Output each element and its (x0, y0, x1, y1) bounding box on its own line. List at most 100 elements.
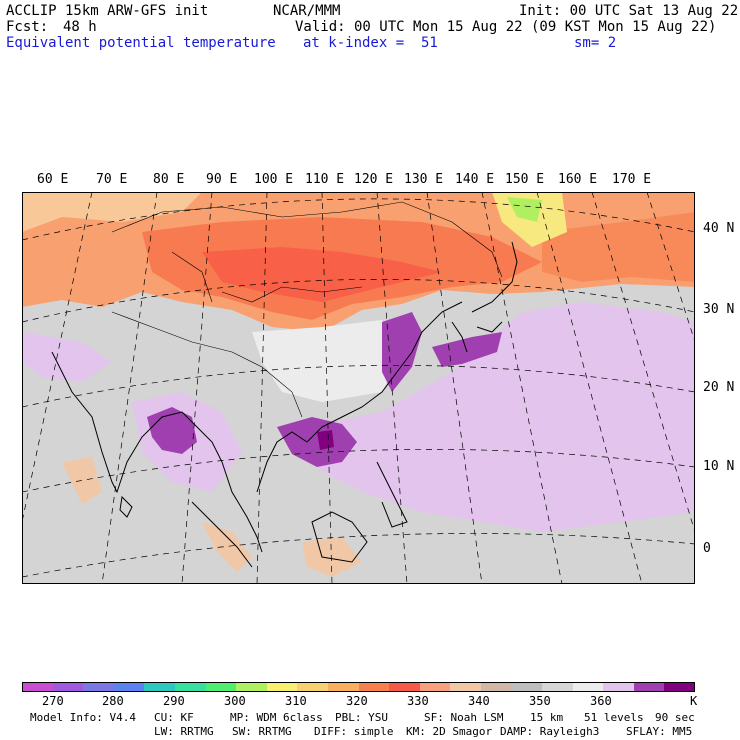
field-warm-sumatra (202, 522, 252, 572)
field-mid-east (542, 212, 695, 282)
model-info-timestep: 90 sec (655, 711, 695, 724)
field-green-ne (507, 197, 542, 222)
colorbar-label: 300 (224, 694, 246, 708)
field-pale-north (22, 192, 202, 232)
coastline-korea-japan (451, 241, 518, 353)
model-info-mp: MP: WDM 6class (230, 711, 323, 724)
colorbar-label: 360 (590, 694, 612, 708)
colorbar-swatch (144, 682, 176, 692)
field-purple-scs (277, 417, 357, 467)
gridline-lon-170 (646, 192, 695, 343)
model-info-diff: DIFF: simple (314, 725, 394, 738)
colorbar-swatch (297, 682, 329, 692)
model-title: ACCLIP 15km ARW-GFS init (6, 3, 209, 19)
field-light-central (252, 320, 402, 402)
valid-time: Valid: 00 UTC Mon 15 Aug 22 (09 KST Mon … (295, 19, 717, 35)
colorbar-swatch (22, 682, 54, 692)
gridline-lon-160 (591, 192, 695, 533)
model-info-cu: CU: KF (154, 711, 194, 724)
border-china-north (111, 201, 503, 278)
colorbar-unit: K (690, 694, 698, 708)
colorbar-swatch (266, 682, 298, 692)
colorbar-swatch (450, 682, 482, 692)
colorbar-swatch (572, 682, 604, 692)
model-info-km: KM: 2D Smagor (406, 725, 493, 738)
border-misc (171, 251, 363, 303)
colorbar-swatch (542, 682, 574, 692)
colorbar-swatch (83, 682, 115, 692)
model-info-damp: DAMP: Rayleigh3 (500, 725, 600, 738)
gridline-lon-70 (22, 192, 93, 523)
lat-label: 30 N (703, 302, 735, 317)
colorbar-swatch (389, 682, 421, 692)
coastline-india (51, 351, 223, 494)
colorbar-swatch (113, 682, 145, 692)
lon-label: 100 E (254, 172, 294, 187)
lon-label: 60 E (37, 172, 69, 187)
model-info-lw: LW: RRTMG (154, 725, 214, 738)
field-purple-core (317, 430, 334, 450)
field-purple-china (382, 312, 422, 392)
lon-label: 80 E (153, 172, 185, 187)
model-info-pbl: PBL: YSU (335, 711, 388, 724)
colorbar-label: 350 (529, 694, 551, 708)
coastline-srilanka (119, 495, 133, 518)
field-purple-japan (432, 332, 502, 367)
lon-label: 140 E (455, 172, 495, 187)
colorbar-swatch (358, 682, 390, 692)
colorbar-swatch (603, 682, 635, 692)
map-frame (22, 192, 695, 584)
lon-label: 160 E (558, 172, 598, 187)
gridline-lon-150 (536, 192, 643, 584)
lon-label: 120 E (354, 172, 394, 187)
model-info-sf: SF: Noah LSM (424, 711, 504, 724)
colorbar-swatch (236, 682, 268, 692)
lon-label: 90 E (206, 172, 238, 187)
colorbar-swatch (205, 682, 237, 692)
model-info-version: Model Info: V4.4 (30, 711, 136, 724)
lon-label: 150 E (505, 172, 545, 187)
border-china-south (111, 311, 303, 418)
organization: NCAR/MMM (273, 3, 341, 19)
lon-label: 70 E (96, 172, 128, 187)
colorbar-swatch (327, 682, 359, 692)
lon-label: 170 E (612, 172, 652, 187)
colorbar-swatch (52, 682, 84, 692)
colorbar-label: 310 (285, 694, 307, 708)
coastline-borneo (311, 511, 368, 563)
model-info-levels: 51 levels (584, 711, 644, 724)
field-lavender-pacific (302, 302, 695, 532)
smoothing: sm= 2 (574, 35, 617, 51)
colorbar-label: 330 (407, 694, 429, 708)
colorbar-label: 280 (102, 694, 124, 708)
colorbar-swatch (511, 682, 543, 692)
colorbar-swatch (419, 682, 451, 692)
lat-label: 10 N (703, 459, 735, 474)
colorbar-swatch (633, 682, 665, 692)
model-info-sflay: SFLAY: MM5 (626, 725, 693, 738)
lon-label: 130 E (404, 172, 444, 187)
level-index: at k-index = 51 (303, 35, 438, 51)
field-purple-bay (147, 407, 197, 454)
coastline-sumatra (191, 501, 253, 568)
init-time: Init: 00 UTC Sat 13 Aug 22 (519, 3, 739, 19)
lat-label: 20 N (703, 380, 735, 395)
field-lavender-west (22, 332, 112, 382)
coastline-philippines (376, 461, 408, 528)
theta-e-map (22, 192, 695, 584)
colorbar-label: 320 (346, 694, 368, 708)
lat-label: 40 N (703, 221, 735, 236)
colorbar-swatch (174, 682, 207, 692)
colorbar-label: 270 (42, 694, 64, 708)
field-warm-india (62, 457, 102, 504)
gridline-lon-140 (481, 192, 563, 584)
colorbar-swatch (480, 682, 512, 692)
model-info-res: 15 km (530, 711, 564, 724)
forecast-label: Fcst: (6, 19, 49, 35)
lat-label: 0 (703, 541, 711, 556)
colorbar-frame (22, 682, 695, 692)
colorbar-label: 290 (163, 694, 185, 708)
colorbar-label: 340 (468, 694, 490, 708)
field-name: Equivalent potential temperature (6, 35, 276, 51)
